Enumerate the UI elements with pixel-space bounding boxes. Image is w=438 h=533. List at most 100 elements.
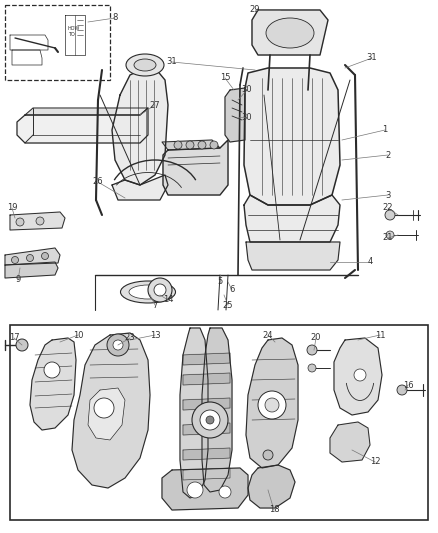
Circle shape [94,398,114,418]
Text: 4: 4 [367,257,373,266]
Text: 8: 8 [112,13,118,22]
Bar [10,325,428,520]
Text: 14: 14 [163,295,173,304]
Text: TO: TO [68,33,75,37]
Text: 5: 5 [217,278,223,287]
Polygon shape [183,398,230,410]
Circle shape [192,402,228,438]
Polygon shape [162,468,248,510]
Polygon shape [163,140,228,195]
Text: 6: 6 [230,286,235,295]
Text: 16: 16 [403,381,413,390]
Polygon shape [17,108,148,143]
Text: 31: 31 [367,53,377,62]
Circle shape [265,398,279,412]
Text: 3: 3 [385,190,391,199]
Text: 19: 19 [7,204,17,213]
Circle shape [385,210,395,220]
Text: 13: 13 [150,330,160,340]
Polygon shape [183,448,230,460]
Polygon shape [248,465,295,508]
Circle shape [107,334,129,356]
Polygon shape [202,328,232,492]
Polygon shape [72,333,150,488]
Circle shape [219,486,231,498]
Circle shape [198,141,206,149]
Ellipse shape [129,285,167,299]
Circle shape [206,416,214,424]
Circle shape [42,253,49,260]
Text: 22: 22 [383,204,393,213]
Polygon shape [244,195,340,242]
Text: 29: 29 [250,5,260,14]
Polygon shape [65,15,85,55]
Circle shape [354,369,366,381]
Circle shape [16,339,28,351]
Circle shape [386,231,394,239]
Polygon shape [246,338,298,468]
Polygon shape [5,248,60,265]
Text: 18: 18 [268,505,279,514]
Text: 20: 20 [311,334,321,343]
Text: 11: 11 [375,330,385,340]
Text: 23: 23 [125,334,135,343]
Polygon shape [183,423,230,435]
Text: 21: 21 [383,233,393,243]
Text: 24: 24 [263,330,273,340]
Circle shape [187,482,203,498]
Circle shape [308,364,316,372]
Text: 30: 30 [242,112,252,122]
Polygon shape [25,108,148,115]
Text: 15: 15 [220,74,230,83]
Polygon shape [183,468,230,480]
Circle shape [174,141,182,149]
Text: 9: 9 [15,276,21,285]
Polygon shape [180,328,208,498]
Ellipse shape [126,54,164,76]
Circle shape [263,450,273,460]
Circle shape [11,256,18,263]
Polygon shape [244,68,340,205]
Circle shape [16,218,24,226]
Polygon shape [5,262,58,278]
Circle shape [113,340,123,350]
Polygon shape [112,175,168,200]
Ellipse shape [266,18,314,48]
Circle shape [36,217,44,225]
Text: 30: 30 [242,85,252,94]
Text: 2: 2 [385,150,391,159]
Circle shape [186,141,194,149]
Polygon shape [334,338,382,415]
Polygon shape [162,140,220,150]
Text: 27: 27 [150,101,160,109]
Ellipse shape [120,281,176,303]
Polygon shape [330,422,370,462]
Circle shape [258,391,286,419]
Polygon shape [183,373,230,385]
Text: 12: 12 [370,457,380,466]
Bar [5,5,110,80]
Polygon shape [30,338,76,430]
Text: 7: 7 [152,301,158,310]
Text: 10: 10 [73,330,83,340]
Polygon shape [225,88,245,142]
Circle shape [154,284,166,296]
Polygon shape [183,353,230,365]
Circle shape [210,141,218,149]
Polygon shape [252,10,328,55]
Text: 31: 31 [167,58,177,67]
Text: 17: 17 [9,334,19,343]
Circle shape [200,410,220,430]
Text: 1: 1 [382,125,388,134]
Text: HOW: HOW [68,26,81,30]
Circle shape [397,385,407,395]
Polygon shape [10,212,65,230]
Circle shape [307,345,317,355]
Ellipse shape [134,59,156,71]
Polygon shape [10,35,48,50]
Polygon shape [12,50,42,65]
Polygon shape [88,388,125,440]
Text: 25: 25 [223,301,233,310]
Polygon shape [112,68,168,185]
Circle shape [27,254,33,262]
